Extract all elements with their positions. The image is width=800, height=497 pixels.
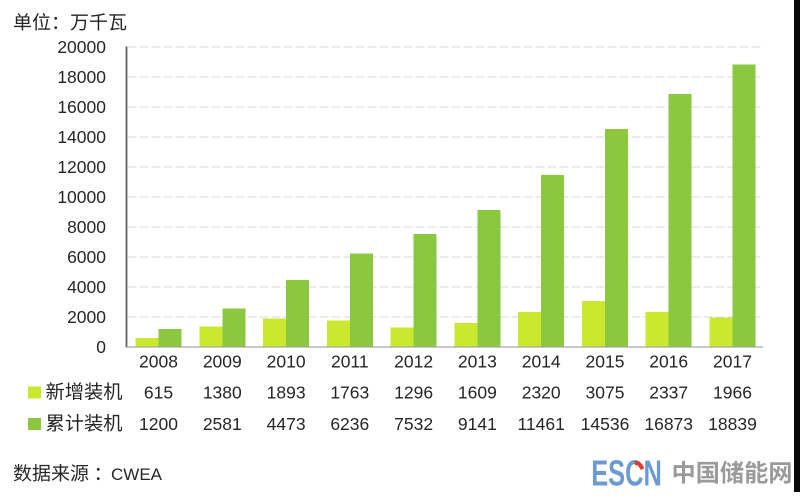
svg-text:12000: 12000 bbox=[57, 157, 106, 177]
svg-text:1200: 1200 bbox=[139, 414, 178, 434]
svg-text:2014: 2014 bbox=[522, 352, 561, 372]
svg-text:2320: 2320 bbox=[522, 382, 561, 402]
svg-text:0: 0 bbox=[96, 337, 106, 357]
svg-text:1380: 1380 bbox=[203, 382, 242, 402]
svg-text:18000: 18000 bbox=[57, 67, 106, 87]
svg-text:8000: 8000 bbox=[67, 217, 106, 237]
svg-text:2008: 2008 bbox=[139, 352, 178, 372]
svg-text:3075: 3075 bbox=[586, 382, 625, 402]
svg-text:4473: 4473 bbox=[267, 414, 306, 434]
svg-text:CWEA: CWEA bbox=[111, 465, 163, 484]
svg-text:2016: 2016 bbox=[649, 352, 688, 372]
svg-text:6000: 6000 bbox=[67, 247, 106, 267]
svg-text:18839: 18839 bbox=[708, 414, 757, 434]
svg-text:14536: 14536 bbox=[581, 414, 630, 434]
svg-text:2009: 2009 bbox=[203, 352, 242, 372]
svg-text:2337: 2337 bbox=[649, 382, 688, 402]
svg-text:2013: 2013 bbox=[458, 352, 497, 372]
svg-text:2012: 2012 bbox=[394, 352, 433, 372]
svg-text:10000: 10000 bbox=[57, 187, 106, 207]
svg-text:2011: 2011 bbox=[331, 352, 369, 372]
svg-text:14000: 14000 bbox=[57, 127, 106, 147]
svg-text:2015: 2015 bbox=[586, 352, 625, 372]
svg-text:ESCN: ESCN bbox=[591, 453, 662, 492]
svg-text:11461: 11461 bbox=[518, 414, 565, 434]
svg-text:16000: 16000 bbox=[57, 97, 106, 117]
svg-text:6236: 6236 bbox=[330, 414, 369, 434]
svg-text:1609: 1609 bbox=[458, 382, 497, 402]
svg-text:2017: 2017 bbox=[713, 352, 752, 372]
svg-text:615: 615 bbox=[144, 382, 173, 402]
svg-text:2581: 2581 bbox=[203, 414, 242, 434]
svg-text:2010: 2010 bbox=[267, 352, 306, 372]
svg-text:9141: 9141 bbox=[458, 414, 497, 434]
svg-text:2000: 2000 bbox=[67, 307, 106, 327]
svg-text:20000: 20000 bbox=[57, 37, 106, 57]
svg-text:1893: 1893 bbox=[267, 382, 306, 402]
svg-text:7532: 7532 bbox=[394, 414, 433, 434]
svg-text:16873: 16873 bbox=[644, 414, 693, 434]
svg-text:1296: 1296 bbox=[394, 382, 433, 402]
svg-text:1966: 1966 bbox=[713, 382, 752, 402]
svg-text:4000: 4000 bbox=[67, 277, 106, 297]
svg-text:1763: 1763 bbox=[330, 382, 369, 402]
